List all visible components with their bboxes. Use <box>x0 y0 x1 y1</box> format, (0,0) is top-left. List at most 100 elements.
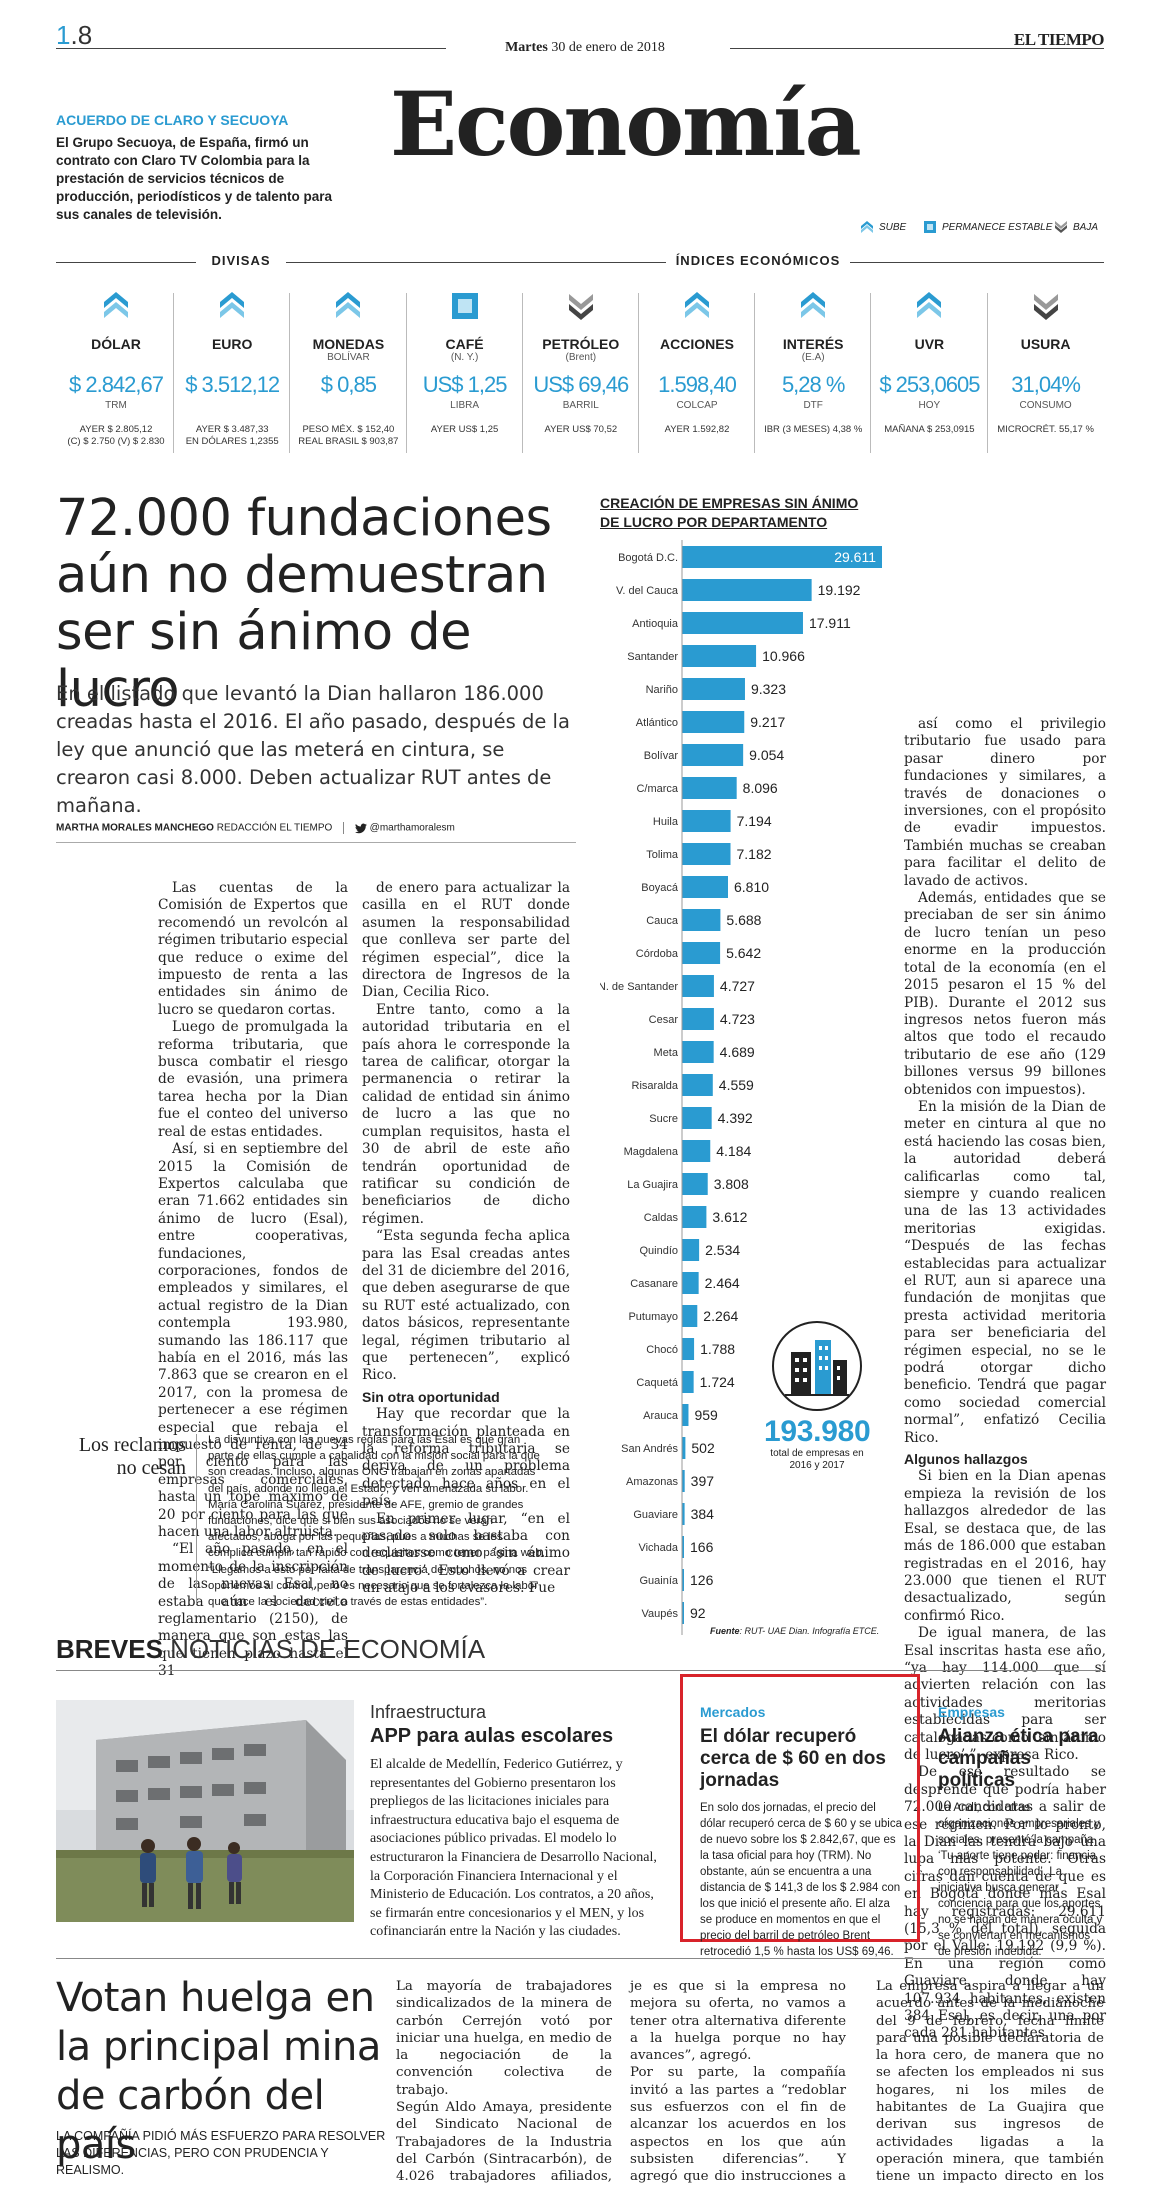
indicator-sub: (N. Y.) <box>450 352 479 363</box>
page-number-suffix: .8 <box>70 20 93 50</box>
indicator-name: DÓLAR <box>91 336 141 352</box>
chart-value-label: 7.194 <box>737 813 772 829</box>
breves-rule <box>56 1670 1104 1671</box>
chart-value-label: 9.217 <box>750 714 785 730</box>
chart-category-label: V. del Cauca <box>616 585 679 597</box>
chart-bar <box>682 843 731 865</box>
huelga-headline[interactable]: Votan huelga en la principal mina de car… <box>56 1975 381 2168</box>
chart-category-label: Vaupés <box>642 1608 679 1620</box>
chart-category-label: Huila <box>653 816 679 828</box>
indicator-6: INTERÉS (E.A) 5,28 % DTF IBR (3 MESES) 4,38 … <box>755 290 871 435</box>
chart-bar <box>682 777 737 799</box>
teaser-title[interactable]: ACUERDO DE CLARO Y SECUOYA <box>56 112 289 128</box>
huelga-sub: LA COMPAÑÍA PIDIÓ MÁS ESFUERZO PARA RESO… <box>56 2129 386 2177</box>
paragraph: “El año pasado, en el momento de la insc… <box>158 1541 348 1680</box>
article-headline[interactable]: 72.000 fundaciones aún no demuestran ser… <box>56 489 552 719</box>
chart-bar <box>682 810 731 832</box>
article-lede: En el listado que levantó la Dian hallar… <box>56 682 570 817</box>
chart-value-label: 126 <box>690 1572 714 1588</box>
indicator-sub: BOLÍVAR <box>327 352 370 363</box>
huelga-column-2: je es que si la empresa no mejora su ofe… <box>630 1979 846 2185</box>
chart-title-line1: CREACIÓN DE EMPRESAS SIN ÁNIMO <box>600 495 859 511</box>
down-arrow-icon <box>988 290 1104 322</box>
article-column-2: de enero para actualizar la casilla en e… <box>362 880 570 1598</box>
huelga-column-1: La mayoría de trabajadores sindicalizado… <box>396 1979 612 2185</box>
chart-bar <box>682 1437 686 1459</box>
chart-bar <box>682 1503 685 1525</box>
indicator-separator <box>638 293 639 453</box>
indicator-separator <box>173 293 175 453</box>
chart-title: CREACIÓN DE EMPRESAS SIN ÁNIMO DE LUCRO … <box>600 494 858 532</box>
page-number: 1.8 <box>56 20 92 51</box>
up-arrow-icon <box>871 290 987 322</box>
chart-bar <box>682 1602 684 1624</box>
chart-category-label: Caquetá <box>636 1377 678 1389</box>
chart-value-label: 4.184 <box>716 1143 751 1159</box>
chart-value-label: 166 <box>690 1539 714 1555</box>
subhead-hallazgos: Algunos hallazgos <box>904 1451 1028 1468</box>
indicator-name: USURA <box>1020 336 1071 352</box>
chart-value-label: 19.192 <box>818 582 861 598</box>
chart-bar <box>682 1536 684 1558</box>
byline-rule <box>56 842 576 843</box>
chart-bar <box>682 1272 699 1294</box>
paragraph: Hay que recordar que la transformación p… <box>362 1406 570 1510</box>
brief-empresas-title[interactable]: Alianza ética para campañas políticas <box>938 1726 1099 1791</box>
total-value: 193.980 <box>764 1415 871 1448</box>
indicator-value: 5,28 % <box>781 372 846 397</box>
chart-category-label: Sucre <box>649 1113 678 1125</box>
chart-bar <box>682 1404 689 1426</box>
article-column-3: así como el privilegio tributario fue us… <box>904 716 1106 2043</box>
divisas-label: DIVISAS <box>211 253 271 268</box>
chart-value-label: 4.392 <box>718 1110 753 1126</box>
up-arrow-icon <box>58 290 174 322</box>
paragraph: Entre tanto, como a la autoridad tributa… <box>362 1001 570 1227</box>
date-day: Martes <box>505 40 548 55</box>
brief-mercados-title[interactable]: El dólar recuperó cerca de $ 60 en dos j… <box>700 1726 886 1791</box>
byline-handle[interactable]: @marthamoralesm <box>369 822 455 834</box>
legend-up-label: SUBE <box>879 221 907 233</box>
chart-bar <box>682 1074 713 1096</box>
chart-category-label: Risaralda <box>632 1080 679 1092</box>
date-rest: 30 de enero de 2018 <box>551 40 665 55</box>
chart-value-label: 9.323 <box>751 681 786 697</box>
chart-category-label: Chocó <box>646 1344 678 1356</box>
indicator-footnote: AYER US$ 70,52 <box>523 424 639 436</box>
chart-bar <box>682 1239 700 1261</box>
chart-category-label: Bolívar <box>644 750 679 762</box>
chart-category-label: Amazonas <box>626 1476 678 1488</box>
indicator-name: CAFÉ <box>445 336 484 352</box>
indicator-value: $ 2.842,67 <box>69 372 164 397</box>
chart-value-label: 2.264 <box>703 1308 738 1324</box>
indicator-value: $ 0,85 <box>320 372 377 397</box>
chart-bar <box>682 1041 714 1063</box>
chart-category-label: Bogotá D.C. <box>618 552 678 564</box>
chart-category-label: Tolima <box>646 849 679 861</box>
indicator-2: MONEDAS BOLÍVAR $ 0,85 PESO MÉX. $ 152,40 RE… <box>290 290 406 447</box>
chart-bar <box>682 711 745 733</box>
brief-app-title[interactable]: APP para aulas escolares <box>370 1725 614 1747</box>
up-arrow-icon <box>639 290 755 322</box>
chart-value-label: 4.559 <box>719 1077 754 1093</box>
indicator-sub <box>58 352 174 364</box>
breves-title-bold: BREVES <box>56 1634 163 1664</box>
chart-value-label: 1.788 <box>700 1341 735 1357</box>
reclamos-title: Los reclamos no cesan <box>78 1434 186 1479</box>
section-title: Economía <box>390 72 862 176</box>
indicator-1: EURO $ 3.512,12 AYER $ 3.487,33 EN DÓLARES … <box>174 290 290 447</box>
brief-app-text: El alcalde de Medellín, Federico Gutiérr… <box>370 1757 657 1940</box>
indicator-name: EURO <box>211 336 253 352</box>
chart-value-label: 5.642 <box>726 945 761 961</box>
chart-category-label: Quindío <box>639 1245 678 1257</box>
indicator-footnote: IBR (3 MESES) 4,38 % <box>755 424 871 436</box>
indicator-footnote-line: AYER 1.592,82 <box>664 424 730 435</box>
brand-logo[interactable]: EL TIEMPO <box>1013 30 1105 49</box>
chart-category-label: Casanare <box>630 1278 678 1290</box>
paragraph: Luego de promulgada la reforma tributari… <box>158 1019 348 1140</box>
down-arrow-icon <box>523 290 639 322</box>
brief-mercados: Mercados El dólar recuperó cerca de $ 60… <box>700 1704 902 1960</box>
indicator-sub: (Brent) <box>565 352 597 363</box>
chart-category-label: Atlántico <box>636 717 678 729</box>
chart-bar <box>682 678 745 700</box>
brief-mercados-text: En solo dos jornadas, el precio del dóla… <box>700 1802 903 1958</box>
